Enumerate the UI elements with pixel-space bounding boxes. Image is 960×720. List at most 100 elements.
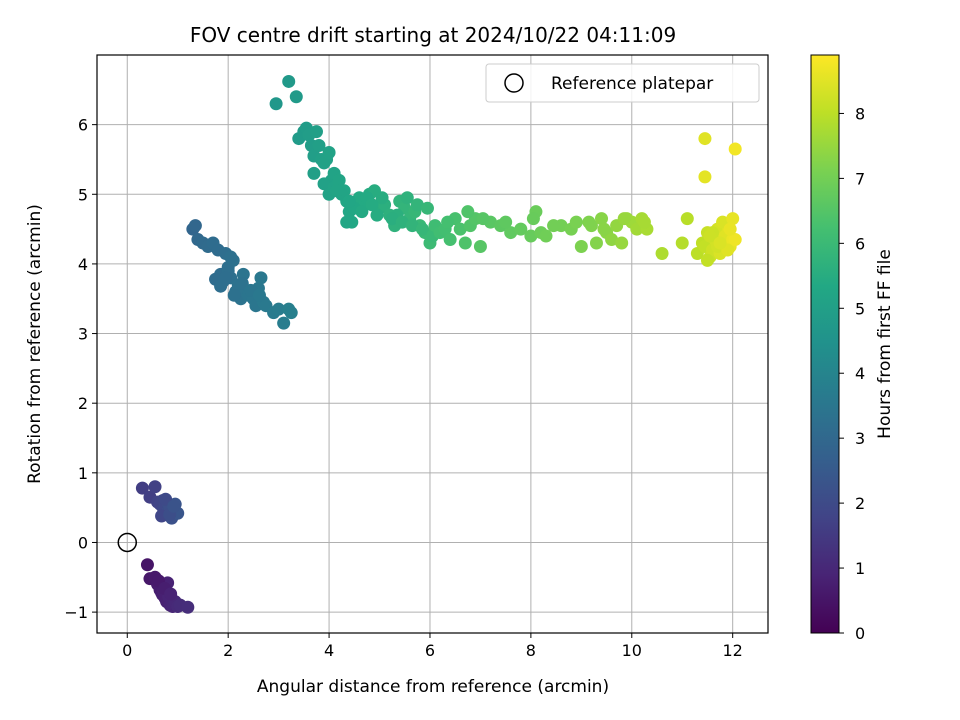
y-tick-label: 2 xyxy=(78,394,88,413)
data-point xyxy=(284,306,298,320)
data-point xyxy=(415,222,429,236)
x-axis-label: Angular distance from reference (arcmin) xyxy=(257,677,609,697)
data-point xyxy=(453,222,467,236)
data-point xyxy=(282,74,296,88)
y-tick-label: 6 xyxy=(78,116,88,135)
y-tick-label: −1 xyxy=(64,603,88,622)
data-point xyxy=(164,587,178,601)
x-tick-label: 4 xyxy=(324,641,334,660)
y-tick-label: 5 xyxy=(78,185,88,204)
data-point xyxy=(322,145,336,159)
data-point xyxy=(405,219,419,233)
colorbar-tick-label: 6 xyxy=(855,234,865,253)
data-point xyxy=(395,215,409,229)
data-point xyxy=(370,208,384,222)
y-tick-label: 1 xyxy=(78,464,88,483)
data-point xyxy=(637,215,651,229)
data-point xyxy=(617,212,631,226)
x-tick-label: 12 xyxy=(723,641,743,660)
colorbar-tick-label: 7 xyxy=(855,169,865,188)
data-point xyxy=(713,236,727,250)
data-point xyxy=(410,198,424,212)
x-tick-label: 2 xyxy=(223,641,233,660)
colorbar-ticks: 0 1 2 3 4 5 6 7 8 xyxy=(839,104,865,643)
data-point xyxy=(312,139,326,153)
data-point xyxy=(675,236,689,250)
colorbar xyxy=(811,55,839,633)
data-point xyxy=(148,480,162,494)
data-point xyxy=(655,246,669,260)
data-point xyxy=(252,288,266,302)
data-point xyxy=(420,201,434,215)
data-point xyxy=(524,229,538,243)
data-point xyxy=(582,215,596,229)
legend: Reference platepar xyxy=(485,63,760,103)
data-point xyxy=(461,205,475,219)
y-axis-label: Rotation from reference (arcmin) xyxy=(25,204,45,484)
data-point xyxy=(723,222,737,236)
data-point xyxy=(385,212,399,226)
x-tick-label: 8 xyxy=(526,641,536,660)
data-point xyxy=(476,212,490,226)
data-point xyxy=(539,229,553,243)
data-point xyxy=(700,253,714,267)
data-point xyxy=(526,212,540,226)
data-point xyxy=(224,250,238,264)
data-point xyxy=(342,194,356,208)
data-point xyxy=(514,222,528,236)
data-point xyxy=(188,219,202,233)
data-point xyxy=(499,215,513,229)
data-point xyxy=(219,271,233,285)
y-tick-label: 4 xyxy=(78,255,88,274)
legend-label: Reference platepar xyxy=(551,74,713,94)
x-tick-label: 10 xyxy=(622,641,642,660)
data-point xyxy=(167,499,181,513)
data-point xyxy=(597,222,611,236)
data-point xyxy=(728,142,742,156)
data-point xyxy=(289,90,303,104)
y-tick-label: 0 xyxy=(78,533,88,552)
colorbar-tick-label: 3 xyxy=(855,429,865,448)
data-point xyxy=(473,240,487,254)
data-point xyxy=(605,233,619,247)
data-point xyxy=(569,215,583,229)
data-point xyxy=(181,600,195,614)
x-tick-label: 6 xyxy=(425,641,435,660)
data-point xyxy=(277,316,291,330)
data-point xyxy=(698,132,712,146)
data-point xyxy=(680,212,694,226)
x-tick-label: 0 xyxy=(122,641,132,660)
data-point xyxy=(317,177,331,191)
chart-title: FOV centre drift starting at 2024/10/22 … xyxy=(190,23,676,47)
data-point xyxy=(254,271,268,285)
data-point xyxy=(728,233,742,247)
data-point xyxy=(698,170,712,184)
reference-platepar-marker xyxy=(117,532,138,553)
data-point xyxy=(574,240,588,254)
data-point xyxy=(547,219,561,233)
data-point xyxy=(615,236,629,250)
data-point xyxy=(309,125,323,139)
data-point xyxy=(726,212,740,226)
data-point xyxy=(355,205,369,219)
data-point xyxy=(135,481,149,495)
data-point xyxy=(400,191,414,205)
data-point xyxy=(375,191,389,205)
data-point xyxy=(365,198,379,212)
data-point xyxy=(703,229,717,243)
data-point xyxy=(272,302,286,316)
data-point xyxy=(589,236,603,250)
data-point xyxy=(595,212,609,226)
colorbar-tick-label: 8 xyxy=(855,104,865,123)
data-point xyxy=(441,215,455,229)
data-point xyxy=(340,215,354,229)
y-axis-ticks: −1 0 1 2 3 4 5 6 xyxy=(64,116,97,622)
colorbar-tick-label: 0 xyxy=(855,624,865,643)
legend-box xyxy=(485,63,760,103)
plot-frame xyxy=(96,54,769,634)
data-point xyxy=(332,173,346,187)
x-axis-ticks: 0 2 4 6 8 10 12 xyxy=(122,633,743,660)
colorbar-frame xyxy=(810,54,840,634)
colorbar-tick-label: 5 xyxy=(855,299,865,318)
